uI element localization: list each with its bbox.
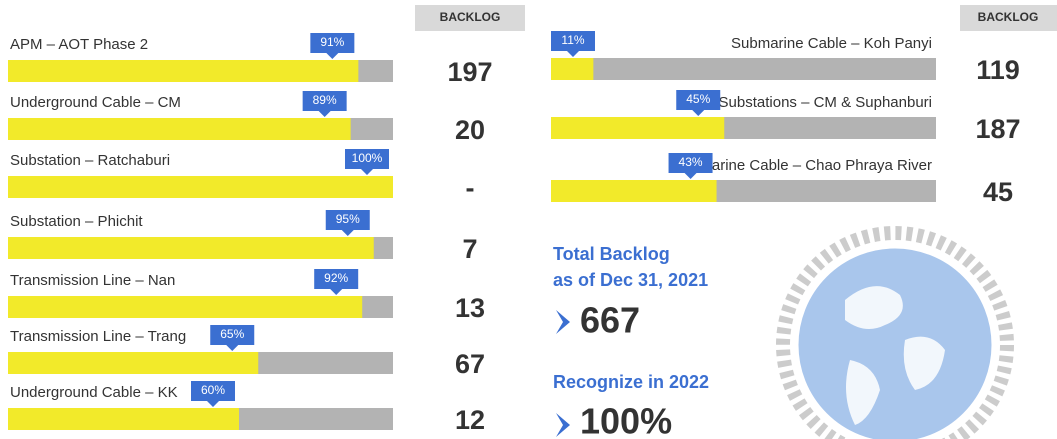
progress-label: 89% xyxy=(313,93,337,107)
recognize-value: 100% xyxy=(580,401,672,439)
progress-label: 92% xyxy=(324,271,348,285)
progress-bar xyxy=(8,60,359,82)
header-box xyxy=(415,5,525,31)
progress-bar xyxy=(8,118,351,140)
progress-bar xyxy=(8,176,393,198)
tag-box xyxy=(210,325,255,351)
progress-bar xyxy=(551,117,725,139)
tag-box xyxy=(345,149,389,175)
summary-title: Total Backlog xyxy=(553,244,670,264)
progress-bar xyxy=(551,58,594,80)
project-name: Submarine Cable – Koh Panyi xyxy=(731,35,932,52)
chevron xyxy=(556,413,570,437)
backlog-value: 12 xyxy=(455,405,485,435)
project-name: Underground Cable – KK xyxy=(10,384,178,401)
header-box xyxy=(960,5,1057,31)
tag-box xyxy=(191,381,235,407)
backlog-value: 187 xyxy=(975,114,1020,144)
progress-label: 100% xyxy=(352,151,383,165)
tag-box xyxy=(302,91,347,117)
progress-bar xyxy=(8,352,259,374)
tag-box xyxy=(668,153,713,179)
backlog-value: - xyxy=(466,173,475,203)
tag-box xyxy=(310,33,355,59)
tag-box xyxy=(314,269,359,295)
tag-box xyxy=(551,31,595,57)
backlog-value: 197 xyxy=(447,57,492,87)
progress-label: 95% xyxy=(336,212,360,226)
progress-bar xyxy=(8,296,363,318)
progress-bar xyxy=(8,237,374,259)
progress-label: 60% xyxy=(201,383,225,397)
backlog-value: 67 xyxy=(455,349,485,379)
project-name: APM – AOT Phase 2 xyxy=(10,36,148,53)
chevron xyxy=(556,310,570,334)
recognize-title: Recognize in 2022 xyxy=(553,372,709,392)
backlog-header: BACKLOG xyxy=(978,10,1039,24)
progress-label: 45% xyxy=(686,92,710,106)
backlog-value: 119 xyxy=(976,55,1020,85)
backlog-header: BACKLOG xyxy=(440,10,501,24)
progress-bar xyxy=(551,180,717,202)
backlog-value: 7 xyxy=(462,234,477,264)
backlog-value: 13 xyxy=(455,293,485,323)
progress-bar xyxy=(8,408,239,430)
progress-label: 65% xyxy=(220,327,244,341)
progress-label: 11% xyxy=(561,33,584,47)
project-name: Substation – Phichit xyxy=(10,213,143,230)
project-name: Transmission Line – Trang xyxy=(10,328,186,345)
project-name: Transmission Line – Nan xyxy=(10,272,175,289)
project-name: Substation – Ratchaburi xyxy=(10,152,170,169)
total-backlog: 667 xyxy=(580,300,640,341)
summary-subtitle: as of Dec 31, 2021 xyxy=(553,270,708,290)
tag-box xyxy=(676,90,721,116)
globe xyxy=(776,226,1014,439)
project-name: Submarine Cable – Chao Phraya River xyxy=(673,157,932,174)
tag-box xyxy=(325,210,370,236)
backlog-value: 45 xyxy=(983,177,1013,207)
project-name: 2 Substations – CM & Suphanburi xyxy=(706,94,932,111)
progress-label: 43% xyxy=(679,155,703,169)
progress-track xyxy=(551,58,936,80)
backlog-value: 20 xyxy=(455,115,485,145)
progress-label: 91% xyxy=(320,35,344,49)
project-name: Underground Cable – CM xyxy=(10,94,181,111)
